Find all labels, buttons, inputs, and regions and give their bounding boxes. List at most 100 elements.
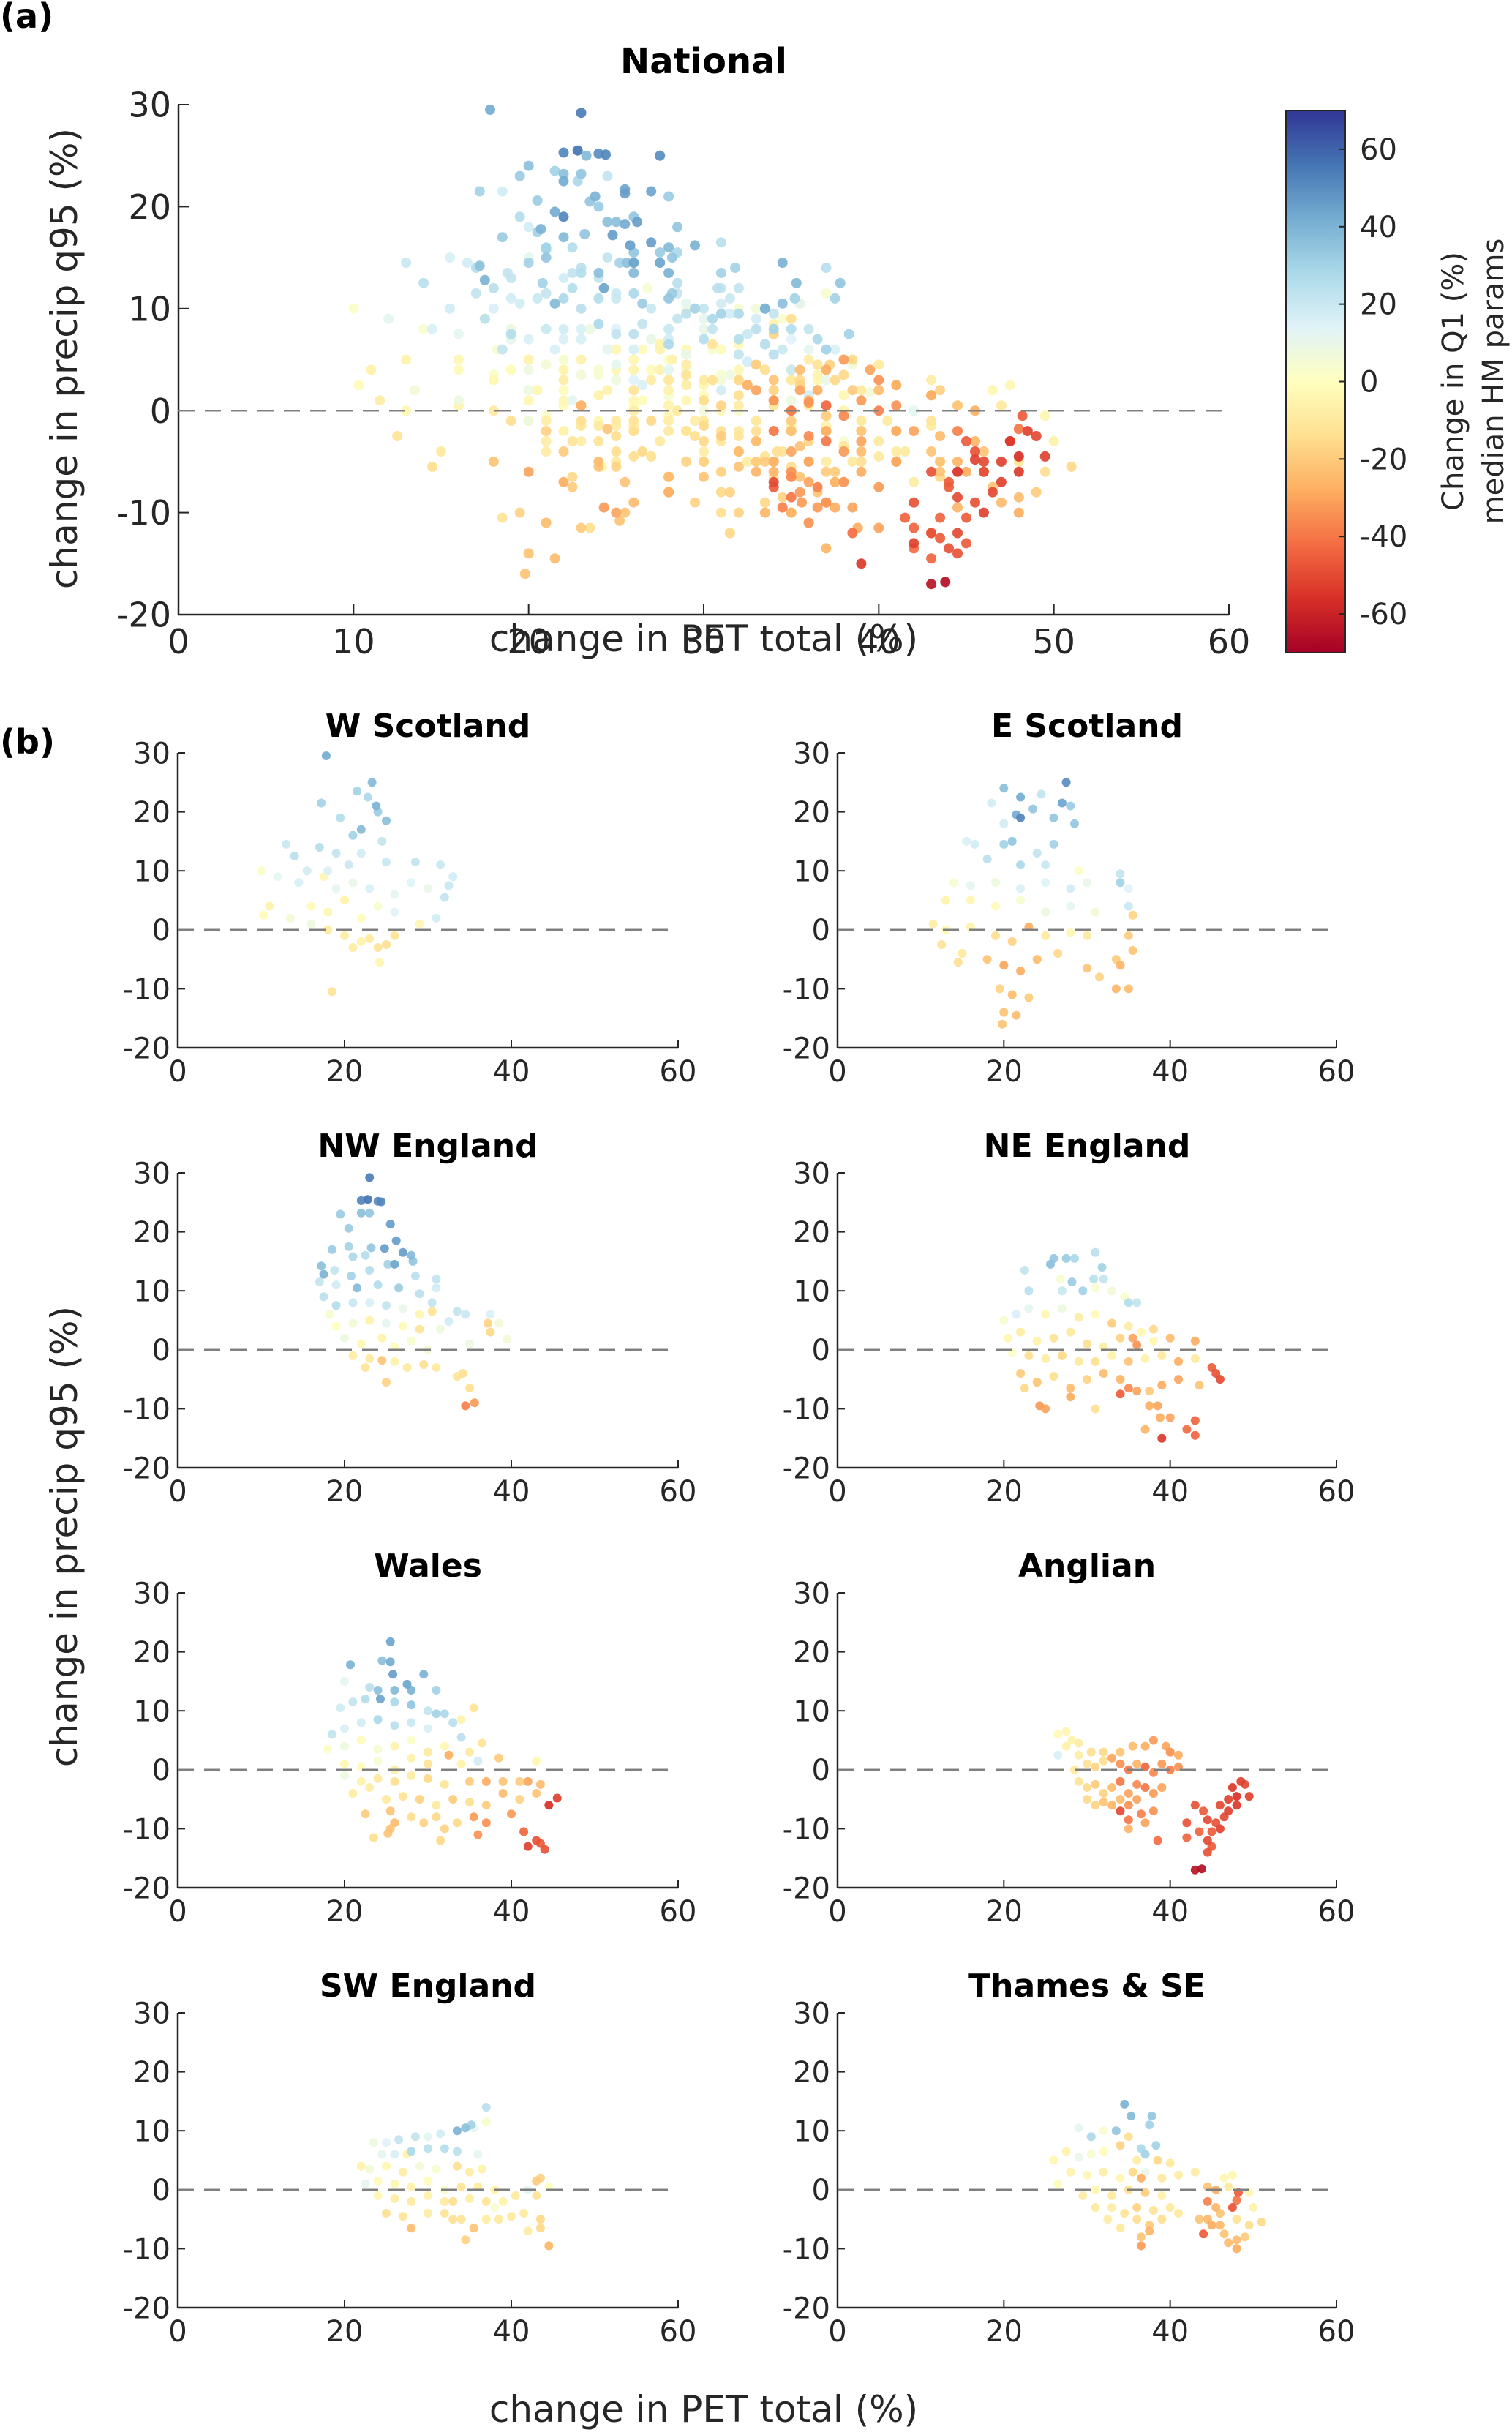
national-point [952,502,963,513]
national-point [593,436,604,446]
ne-england-point [1140,1425,1150,1434]
national-point [646,334,657,345]
national-point [742,380,753,391]
e-scotland-point [1032,955,1042,964]
w-scotland-point [315,843,324,852]
w-scotland-points [257,751,458,997]
national-point [838,354,849,365]
national-point [488,456,499,467]
national-point [935,456,946,467]
anglian-point [1190,1865,1200,1875]
national-point [699,436,709,446]
e-scotland-point [966,896,975,905]
national-point [821,426,832,437]
national-point [1013,492,1024,503]
national-point [427,461,437,472]
national-point [926,579,937,590]
national-point [768,349,779,360]
national-point [1039,466,1050,477]
wales-point [327,1730,336,1739]
w-scotland-y-tick-label: -10 [123,973,170,1007]
ne-england-point [1190,1354,1200,1363]
national-point [593,456,604,467]
national-point [523,466,534,477]
national-point [699,334,709,345]
w-scotland-point [290,852,299,860]
national-point [427,323,437,334]
wales-point [465,1776,474,1786]
national-point [768,308,779,319]
sw-england-point [373,2191,383,2200]
colorbar-tick-label: 40 [1360,211,1397,244]
national-point [593,293,604,304]
ne-england-point [1190,1416,1200,1425]
national-point [549,206,560,217]
wales-point [515,1795,524,1804]
national-point [856,558,867,569]
national-point [733,349,744,360]
wales-point [552,1793,562,1803]
national-point [707,313,718,324]
e-scotland-point [1007,937,1017,946]
nw-england-point [319,1292,328,1302]
national-point [699,375,709,386]
nw-england-point [432,1363,441,1372]
national-point [1039,451,1050,462]
national-point [987,385,998,396]
wales-point [544,1801,554,1810]
sw-england-point [382,2209,391,2218]
wales-point [336,1703,345,1713]
national-point [821,497,832,508]
national-point [519,569,530,579]
anglian-point [1083,1759,1091,1768]
thames-se-x-tick-label: 20 [985,2315,1023,2349]
national-point [681,308,692,319]
national-point [593,390,604,401]
national-point [1022,426,1033,437]
e-scotland-point [1049,839,1058,849]
national-point [541,446,552,457]
anglian-point [1224,1806,1233,1816]
sw-england-point [424,2209,432,2218]
ne-england-point [1024,1286,1034,1296]
e-scotland-point [1128,910,1137,920]
thames-se-point [1099,2167,1108,2177]
national-point [1039,410,1050,421]
thames-se-x-tick-label: 40 [1151,2315,1189,2349]
panel-w-scotland: W Scotland 0 20 40 60 -20 -10 0 10 20 30 [123,708,697,1089]
wales-point [440,1779,449,1789]
national-point [541,359,552,370]
national-point [768,395,779,406]
nw-england-x-tick-label: 20 [326,1475,364,1509]
wales-point [419,1670,429,1679]
national-point [410,385,421,396]
national-point [821,400,832,411]
national-point [655,339,666,350]
nw-england-point [315,1277,324,1287]
ne-england-point [1066,1327,1075,1337]
national-point [873,359,884,370]
national-point [505,329,516,339]
national-point [856,416,867,427]
w-scotland-point [440,893,449,902]
ne-england-point [1032,1378,1042,1387]
national-point [970,497,980,508]
ne-england-point [1091,1310,1100,1319]
colorbar-tick-label: 0 [1360,366,1378,399]
anglian-point [1203,1847,1212,1857]
national-point [453,354,464,365]
sw-england-point [424,2191,432,2200]
anglian-point [1061,1727,1071,1736]
regional-x-axis-label: change in PET total (%) [489,2388,918,2431]
e-scotland-point [958,949,967,958]
thames-se-point [1145,2226,1154,2236]
national-point [715,487,726,498]
national-point [445,303,455,314]
sw-england-point [465,2194,474,2203]
ne-england-point [1116,1333,1125,1343]
national-point [821,410,832,421]
national-point [803,431,814,441]
sw-england-point [382,2138,391,2147]
nw-england-point [465,1384,474,1393]
w-scotland-point [331,884,341,893]
